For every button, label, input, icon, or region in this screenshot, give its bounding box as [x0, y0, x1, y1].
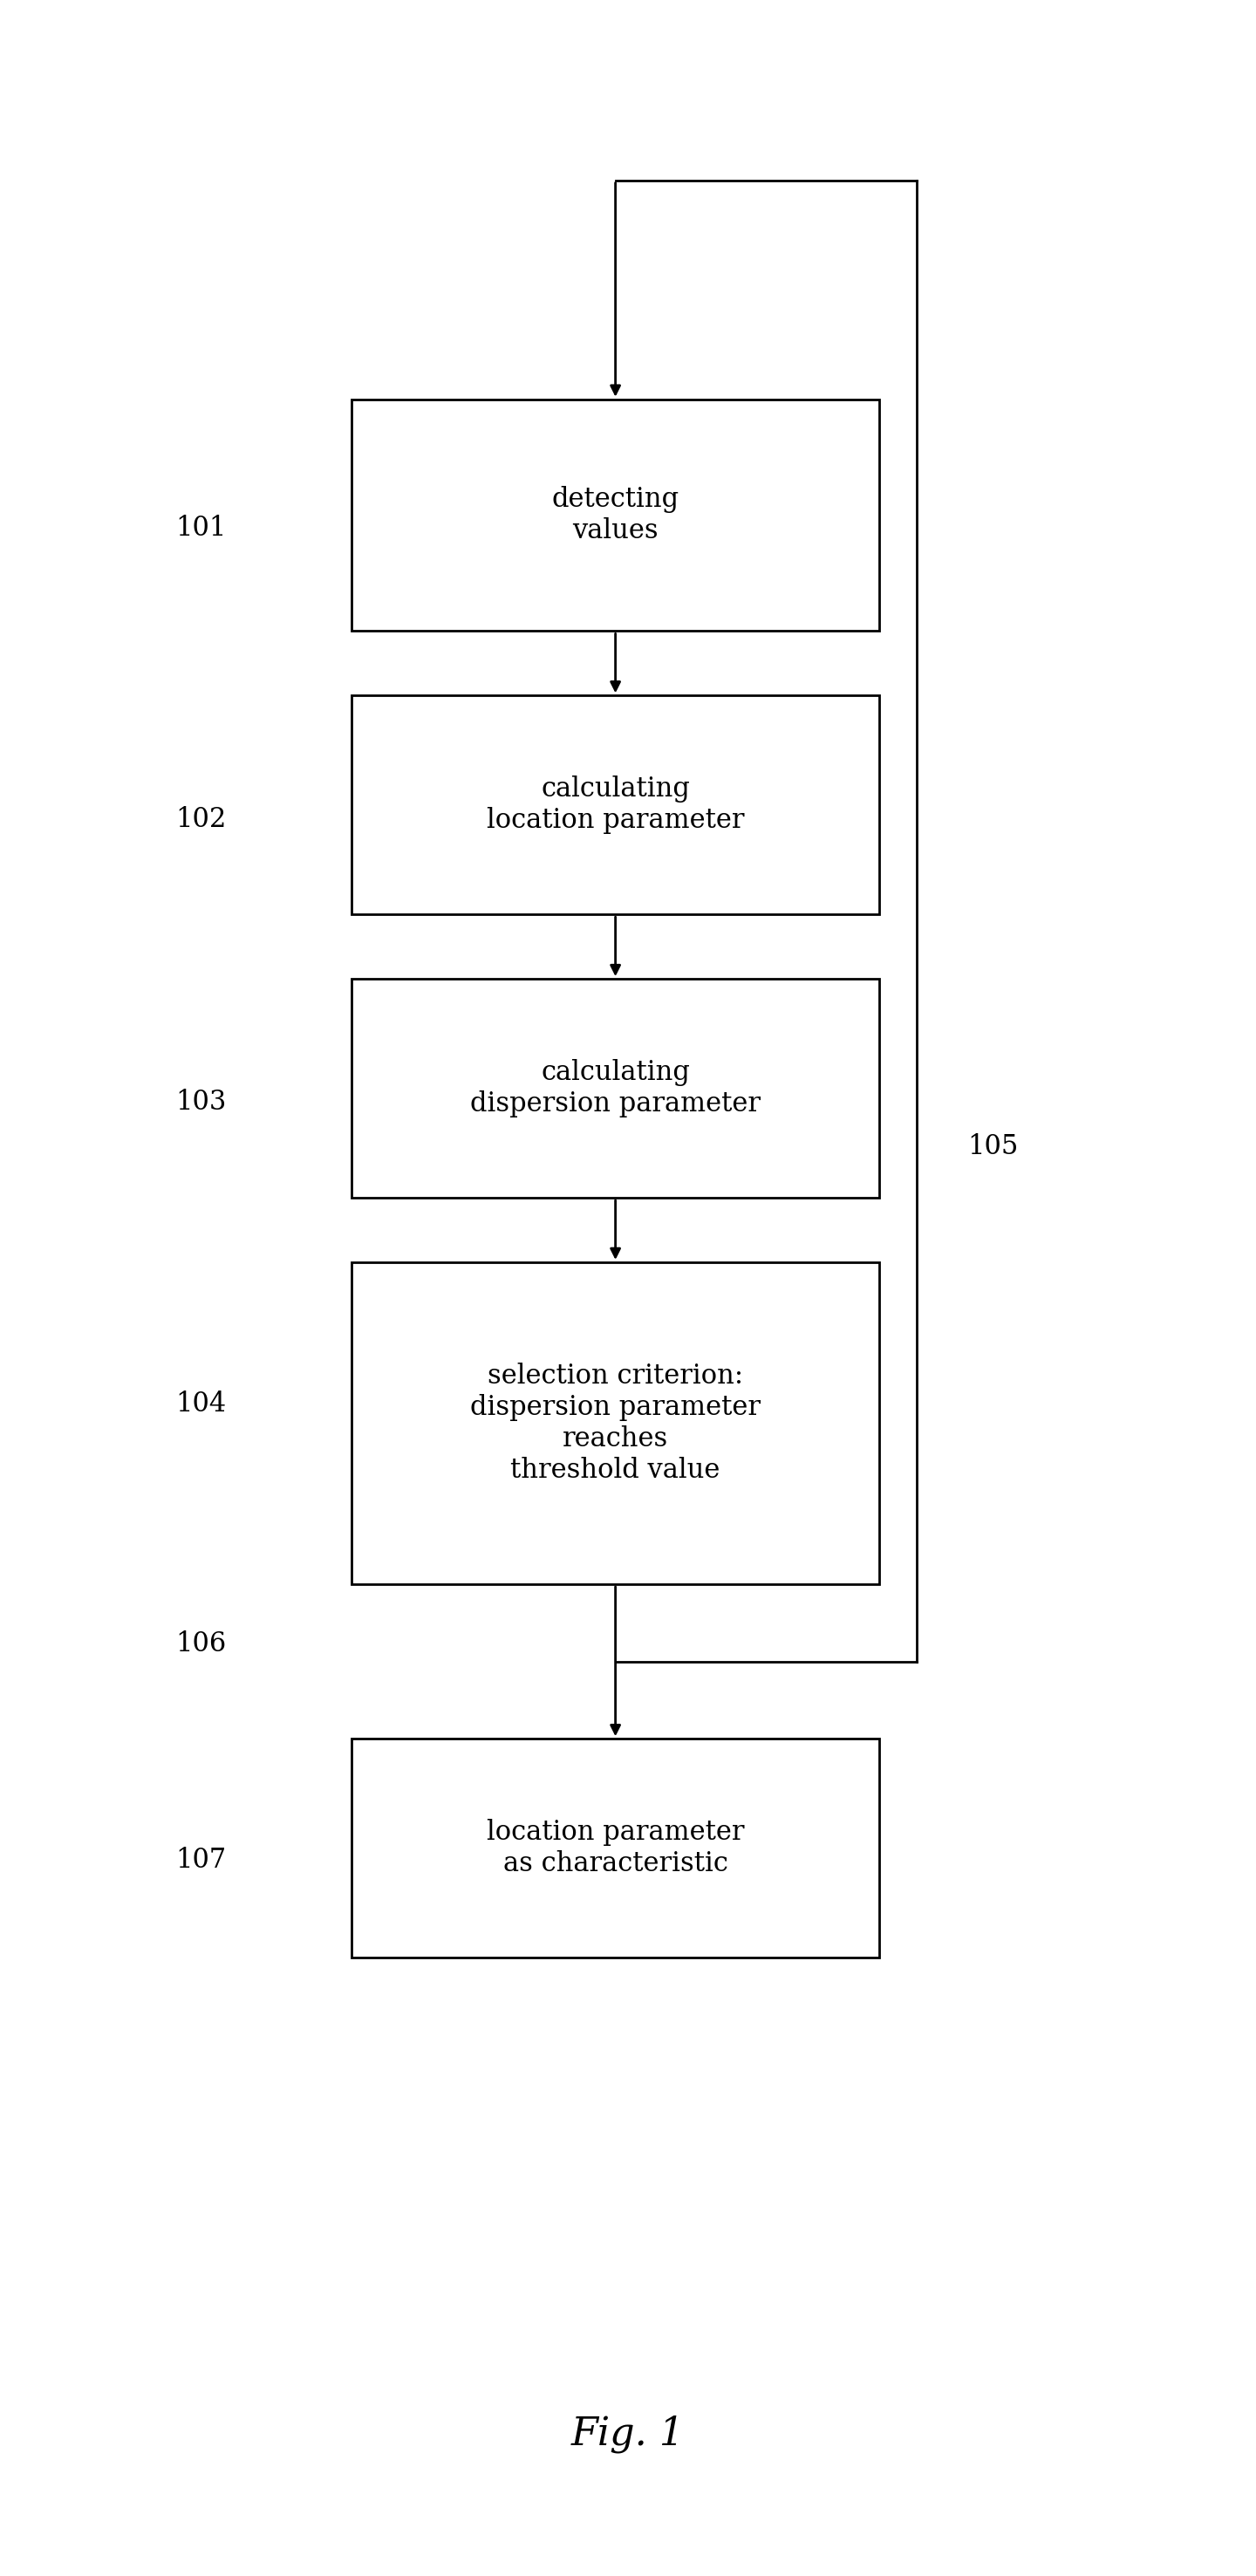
- Text: location parameter
as characteristic: location parameter as characteristic: [486, 1819, 745, 1878]
- FancyBboxPatch shape: [352, 399, 879, 631]
- FancyBboxPatch shape: [352, 1739, 879, 1958]
- Text: 102: 102: [175, 806, 226, 832]
- FancyBboxPatch shape: [352, 979, 879, 1198]
- Text: 103: 103: [175, 1090, 226, 1115]
- Text: Fig. 1: Fig. 1: [571, 2416, 685, 2452]
- FancyBboxPatch shape: [352, 696, 879, 914]
- Text: 105: 105: [967, 1133, 1019, 1159]
- FancyBboxPatch shape: [352, 1262, 879, 1584]
- Text: selection criterion:
dispersion parameter
reaches
threshold value: selection criterion: dispersion paramete…: [470, 1363, 761, 1484]
- Text: calculating
dispersion parameter: calculating dispersion parameter: [470, 1059, 761, 1118]
- Text: calculating
location parameter: calculating location parameter: [486, 775, 745, 835]
- Text: 107: 107: [176, 1847, 226, 1873]
- Text: 101: 101: [175, 515, 226, 541]
- Text: 106: 106: [176, 1631, 226, 1656]
- Text: detecting
values: detecting values: [551, 487, 679, 544]
- Text: 104: 104: [176, 1391, 226, 1417]
